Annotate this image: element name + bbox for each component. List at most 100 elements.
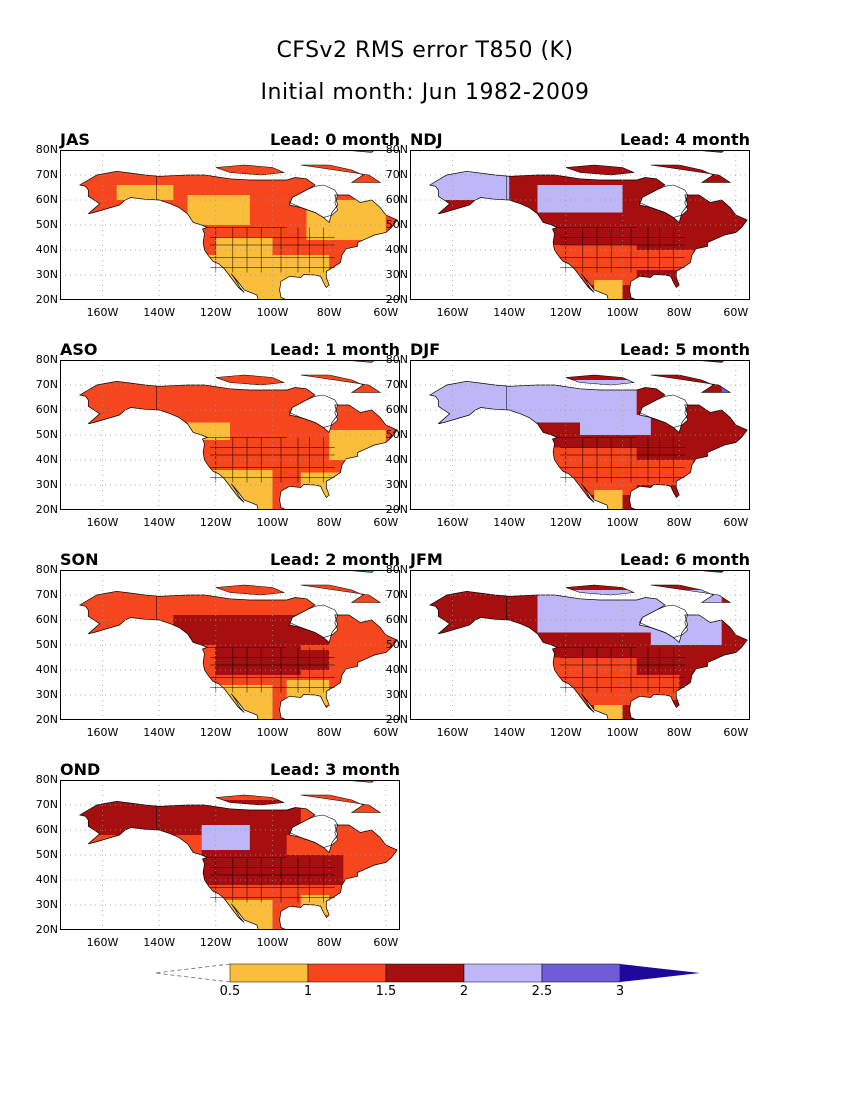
map-plot bbox=[60, 360, 400, 510]
figure-subtitle: Initial month: Jun 1982-2009 bbox=[260, 80, 590, 105]
colorbar-tick-label: 3 bbox=[615, 984, 625, 999]
lat-tick-label: 80N bbox=[385, 143, 408, 156]
lon-tick-label: 100W bbox=[256, 516, 289, 529]
lat-tick-label: 20N bbox=[385, 293, 408, 306]
panel-season-label: JAS bbox=[60, 130, 90, 149]
island-outline bbox=[565, 164, 635, 176]
state-borders bbox=[506, 596, 685, 693]
lon-tick-label: 120W bbox=[199, 726, 232, 739]
lat-tick-label: 20N bbox=[35, 293, 58, 306]
lon-tick-label: 120W bbox=[549, 516, 582, 529]
lat-tick-label: 40N bbox=[35, 663, 58, 676]
island-outline bbox=[650, 374, 732, 393]
map-panel-son: SON Lead: 2 month 80N 70N 60N 50N 40N 30N 20N 160… bbox=[36, 550, 400, 750]
map-panel-jfm: JFM Lead: 6 month 80N 70N 60N 50N 40N 30N 20N 160… bbox=[386, 550, 750, 750]
colorbar-tick-label: 1.5 bbox=[375, 984, 397, 999]
shaded-region bbox=[116, 185, 174, 200]
lon-tick-label: 160W bbox=[86, 306, 119, 319]
panel-season-label: ASO bbox=[60, 340, 98, 359]
lat-tick-label: 50N bbox=[35, 218, 58, 231]
lat-tick-label: 50N bbox=[35, 638, 58, 651]
graticule bbox=[60, 360, 400, 510]
map-frame bbox=[410, 360, 750, 510]
lon-tick-label: 140W bbox=[143, 726, 176, 739]
map-plot bbox=[60, 570, 400, 720]
lat-tick-label: 20N bbox=[35, 503, 58, 516]
lon-tick-label: 120W bbox=[199, 936, 232, 949]
island-outline bbox=[215, 794, 285, 806]
lon-tick-label: 140W bbox=[493, 726, 526, 739]
lat-tick-label: 60N bbox=[35, 613, 58, 626]
lat-tick-label: 60N bbox=[385, 613, 408, 626]
lon-tick-label: 120W bbox=[549, 306, 582, 319]
lon-tick-label: 100W bbox=[606, 306, 639, 319]
lat-tick-label: 70N bbox=[35, 798, 58, 811]
shaded-region bbox=[594, 280, 623, 300]
island-outline bbox=[215, 584, 285, 596]
map-panel-ond: OND Lead: 3 month 80N 70N 60N 50N 40N 30N 20N 160… bbox=[36, 760, 400, 960]
map-plot bbox=[410, 360, 750, 510]
lon-tick-label: 80W bbox=[666, 726, 692, 739]
panel-lead-label: Lead: 3 month bbox=[269, 760, 400, 779]
shaded-region bbox=[594, 705, 623, 720]
lon-tick-label: 100W bbox=[606, 726, 639, 739]
panel-season-label: NDJ bbox=[410, 130, 443, 149]
lat-tick-label: 30N bbox=[35, 268, 58, 281]
colorbar-segment bbox=[385, 963, 465, 983]
shaded-region bbox=[551, 447, 637, 495]
colorbar-tick-label: 2 bbox=[459, 984, 469, 999]
lat-tick-label: 30N bbox=[35, 688, 58, 701]
lat-tick-label: 30N bbox=[35, 478, 58, 491]
panel-season-label: DJF bbox=[410, 340, 441, 359]
lon-tick-label: 100W bbox=[256, 726, 289, 739]
lat-tick-label: 40N bbox=[35, 453, 58, 466]
lon-tick-label: 140W bbox=[493, 516, 526, 529]
lon-tick-label: 60W bbox=[373, 306, 399, 319]
lon-tick-label: 140W bbox=[143, 936, 176, 949]
lon-tick-label: 120W bbox=[199, 516, 232, 529]
lon-tick-label: 80W bbox=[666, 306, 692, 319]
lat-tick-label: 50N bbox=[35, 848, 58, 861]
lat-tick-label: 40N bbox=[385, 453, 408, 466]
shaded-region bbox=[215, 237, 273, 255]
shaded-region bbox=[286, 855, 344, 885]
panel-lead-label: Lead: 6 month bbox=[619, 550, 750, 569]
panel-lead-label: Lead: 4 month bbox=[619, 130, 750, 149]
panel-lead-label: Lead: 2 month bbox=[269, 550, 400, 569]
shaded-region bbox=[594, 490, 623, 510]
shaded-region bbox=[551, 245, 637, 285]
lon-tick-label: 160W bbox=[86, 516, 119, 529]
colorbar bbox=[155, 963, 700, 983]
map-plot bbox=[410, 150, 750, 300]
shaded-region bbox=[201, 470, 273, 510]
lon-tick-label: 80W bbox=[316, 516, 342, 529]
map-panel-ndj: NDJ Lead: 4 month 80N 70N 60N 50N 40N 30N 20N 160… bbox=[386, 130, 750, 330]
panel-season-label: SON bbox=[60, 550, 99, 569]
map-frame bbox=[60, 150, 400, 300]
lon-tick-label: 120W bbox=[549, 726, 582, 739]
lat-tick-label: 20N bbox=[35, 713, 58, 726]
island-outline bbox=[300, 164, 382, 183]
colorbar-segment bbox=[541, 963, 621, 983]
shaded-region bbox=[650, 630, 722, 645]
graticule bbox=[410, 360, 750, 510]
island-outline bbox=[300, 584, 382, 603]
state-borders bbox=[156, 176, 335, 273]
lat-tick-label: 80N bbox=[35, 143, 58, 156]
lat-tick-label: 50N bbox=[35, 428, 58, 441]
lat-tick-label: 70N bbox=[35, 588, 58, 601]
lon-tick-label: 140W bbox=[143, 306, 176, 319]
colorbar-upper-extension bbox=[620, 964, 700, 982]
graticule bbox=[60, 150, 400, 300]
map-plot bbox=[60, 780, 400, 930]
panel-lead-label: Lead: 1 month bbox=[269, 340, 400, 359]
island-outline bbox=[650, 584, 732, 603]
lon-tick-label: 160W bbox=[436, 726, 469, 739]
lon-tick-label: 80W bbox=[316, 936, 342, 949]
map-panel-aso: ASO Lead: 1 month 80N 70N 60N 50N 40N 30N 20N 160… bbox=[36, 340, 400, 540]
lon-tick-label: 160W bbox=[86, 726, 119, 739]
shaded-region bbox=[537, 185, 623, 213]
island-outline bbox=[565, 584, 635, 596]
panel-season-label: JFM bbox=[410, 550, 443, 569]
lat-tick-label: 80N bbox=[385, 353, 408, 366]
